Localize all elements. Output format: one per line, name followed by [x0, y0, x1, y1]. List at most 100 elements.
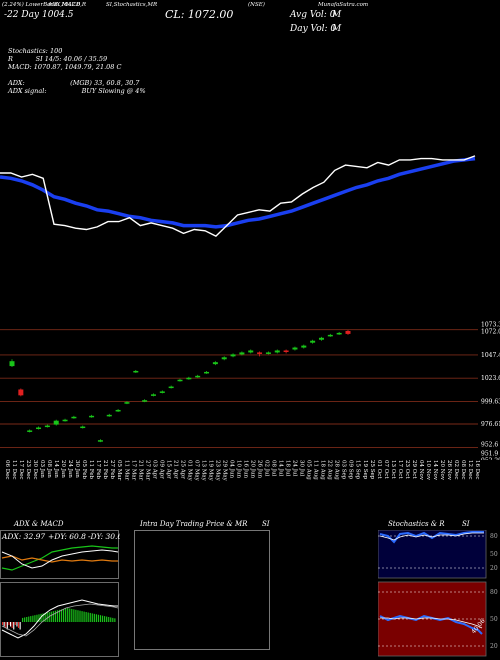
macd-hist-bar [5, 622, 7, 628]
candle-body [248, 350, 254, 353]
date-label: 19 May [207, 460, 213, 482]
candle-body [97, 440, 103, 442]
adx-minus-di-line [1, 555, 118, 563]
candle-body [327, 334, 333, 337]
date-label: 21 Mar [137, 460, 143, 481]
macd-hist-bar [2, 622, 4, 625]
header-exchange: (NSE) [248, 2, 265, 8]
adx-plus-di-line [1, 545, 118, 571]
header-ticker-line-2: ADX,MACD,R [48, 2, 86, 8]
macd-hist-bar [63, 608, 65, 622]
date-label: 20 Jun [250, 460, 256, 478]
price-axis-label: 952.29 [481, 457, 500, 460]
price-axis-label: 951.9 [481, 450, 498, 457]
macd-hist-bar [73, 609, 75, 622]
candle-body [318, 337, 324, 340]
date-label: 13 Oct [390, 460, 396, 479]
date-label: 11 Mar [123, 460, 129, 481]
date-label: 08 Jul [271, 460, 277, 476]
macd-histogram [2, 608, 116, 630]
header-indicator-list: SI,Stochastics,MR [106, 2, 158, 8]
macd-hist-bar [28, 616, 30, 622]
date-label: 03 Jan [39, 460, 45, 478]
date-label: 28 Aug [334, 460, 340, 480]
date-label: 02 Dec [453, 460, 459, 480]
adx-frame [0, 530, 119, 579]
macd-hist-bar [112, 617, 114, 622]
date-label: 17 Oct [397, 460, 403, 479]
price-axis-label: 1047.42 [481, 352, 500, 359]
date-label: 05 Aug [306, 460, 312, 480]
macd-hist-bar [81, 611, 83, 622]
macd-hist-bar [71, 608, 73, 622]
macd-hist-bar [14, 622, 16, 625]
date-label: 29 Oct [411, 460, 417, 479]
date-label: 26 Nov [446, 460, 452, 481]
date-label: 17 Dec [18, 460, 24, 480]
macd-hist-bar [56, 610, 59, 622]
price-line [0, 155, 476, 237]
macd-hist-bar [58, 609, 61, 622]
macd-hist-bar [8, 622, 10, 625]
candle-body [310, 340, 316, 343]
macd-hist-bar [108, 617, 110, 622]
date-label: 01 Oct [376, 460, 382, 479]
candle-body [106, 414, 112, 417]
candle-body [150, 394, 156, 396]
date-label: 24 Jul [292, 460, 298, 476]
candle-body [230, 354, 236, 357]
macd-hist-bar [93, 613, 95, 622]
macd-hist-bar [65, 608, 67, 622]
stoch-d-line [379, 532, 484, 541]
date-label: 16 Jun [243, 460, 249, 478]
macd-hist-bar [22, 617, 24, 622]
macd-hist-bar [6, 622, 8, 630]
price-band-lines [0, 329, 478, 448]
adx-line [1, 549, 119, 569]
candle-body [283, 350, 289, 352]
date-label: 23 Dec [25, 460, 31, 480]
info-stochastics: Stochastics: 100 [8, 47, 63, 55]
date-label: 05 Mar [116, 460, 122, 481]
header-daily-value: 1004.5 [42, 10, 74, 20]
rsi-signal-line [380, 617, 483, 629]
header-day-volume-unit: M [332, 24, 342, 34]
macd-hist-bar [106, 616, 108, 622]
candle-body [44, 425, 50, 428]
macd-hist-bar [79, 610, 81, 622]
macd-hist-bar [38, 614, 40, 622]
header-daily-change: -22 Day [4, 10, 40, 20]
date-label: 01 May [186, 460, 192, 482]
candle-body [115, 409, 121, 412]
adx-readout-a: ADX: 32.97 [1, 532, 45, 541]
macd-hist-bar [91, 613, 93, 622]
candle-body [124, 402, 130, 404]
macd-hist-bar [50, 611, 52, 622]
macd-hist-bar [69, 608, 71, 622]
candles [9, 330, 351, 443]
macd-hist-bar [44, 612, 46, 622]
date-label: 08 Dec [460, 460, 466, 480]
header-close-price: CL: 1072.00 [165, 8, 234, 21]
macd-hist-bar [110, 617, 112, 622]
macd-hist-bar [36, 614, 38, 622]
date-label: 10 Nov [425, 460, 431, 481]
date-label: 03 Apr [151, 460, 157, 479]
stoch-tick-20: 20 [490, 565, 498, 572]
macd-hist-bar [97, 614, 100, 622]
candle-body [142, 400, 148, 402]
date-label: 03 Sep [341, 460, 347, 480]
date-label: 20 Jan [60, 460, 66, 478]
candle-body [212, 362, 218, 365]
candle-body [336, 332, 342, 335]
intraday-panel [134, 530, 270, 650]
macd-hist-bar [3, 622, 5, 627]
header-avg-volume: Avg Vol: 0 [290, 10, 336, 20]
candle-body [9, 361, 15, 367]
intraday-panel-title: Intra Day Trading Price & MR [140, 520, 248, 528]
candle-body [18, 389, 24, 396]
macd-hist-bar [54, 610, 56, 622]
price-axis-label: 999.63 [481, 399, 500, 406]
info-adx: ADX: (MGB) 33, 60.8, 30.7 [8, 79, 140, 87]
header-ticker-line: (2.24%) LowerBand: 1042.6 [2, 2, 81, 8]
